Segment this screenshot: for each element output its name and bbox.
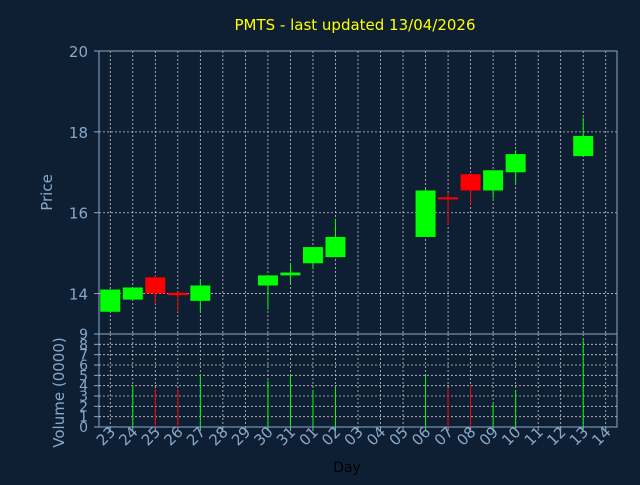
volume-tick-label: 6 [79,358,88,374]
price-axis-label: Price [38,174,56,211]
candle-body [505,154,526,173]
candle-body [257,275,278,286]
candle-body [190,285,211,301]
price-tick-label: 18 [69,124,88,142]
day-axis-label: Day [333,460,361,476]
candle-body [280,272,301,276]
candle-body [167,292,188,296]
candle-24 [122,287,143,300]
candle-09 [483,170,504,199]
volume-tick-label: 0 [79,420,88,436]
candle-01 [302,247,323,270]
candle-31 [280,263,301,284]
volume-tick-label: 4 [79,379,88,395]
volume-plot-area: 0123456789232425262728293031010203040506… [79,327,618,449]
candle-13 [573,117,594,157]
candle-body [483,170,504,191]
price-tick-label: 14 [69,286,88,304]
volume-axis-label: Volume (0000) [50,337,68,447]
volume-tick-label: 8 [79,337,88,353]
candle-25 [145,275,166,304]
candle-body [415,190,436,237]
candle-body [302,247,323,264]
price-tick-label: 16 [69,205,88,223]
volume-tick-label: 9 [79,327,88,343]
volume-tick-label: 3 [79,389,88,405]
price-plot-area: 14 16 18 20 [69,43,618,335]
candle-body [100,289,121,312]
volume-tick-label: 1 [79,410,88,426]
chart-title: PMTS - last updated 13/04/2026 [234,16,475,34]
candle-26 [167,291,188,312]
candle-30 [257,275,278,310]
candle-body [573,135,594,157]
candle-10 [505,150,526,185]
candle-02 [325,218,346,258]
price-tick-label: 20 [69,43,88,61]
candle-27 [190,279,211,312]
candle-body [438,197,459,200]
candle-body [325,236,346,258]
volume-tick-label: 5 [79,368,88,384]
volume-tick-label: 7 [79,348,88,364]
candle-body [145,277,166,294]
volume-tick-label: 2 [79,399,88,415]
candle-07 [438,192,459,225]
candle-08 [460,172,481,205]
candle-23 [100,289,121,312]
candle-body [460,174,481,191]
candle-06 [415,188,436,237]
candle-body [122,287,143,300]
